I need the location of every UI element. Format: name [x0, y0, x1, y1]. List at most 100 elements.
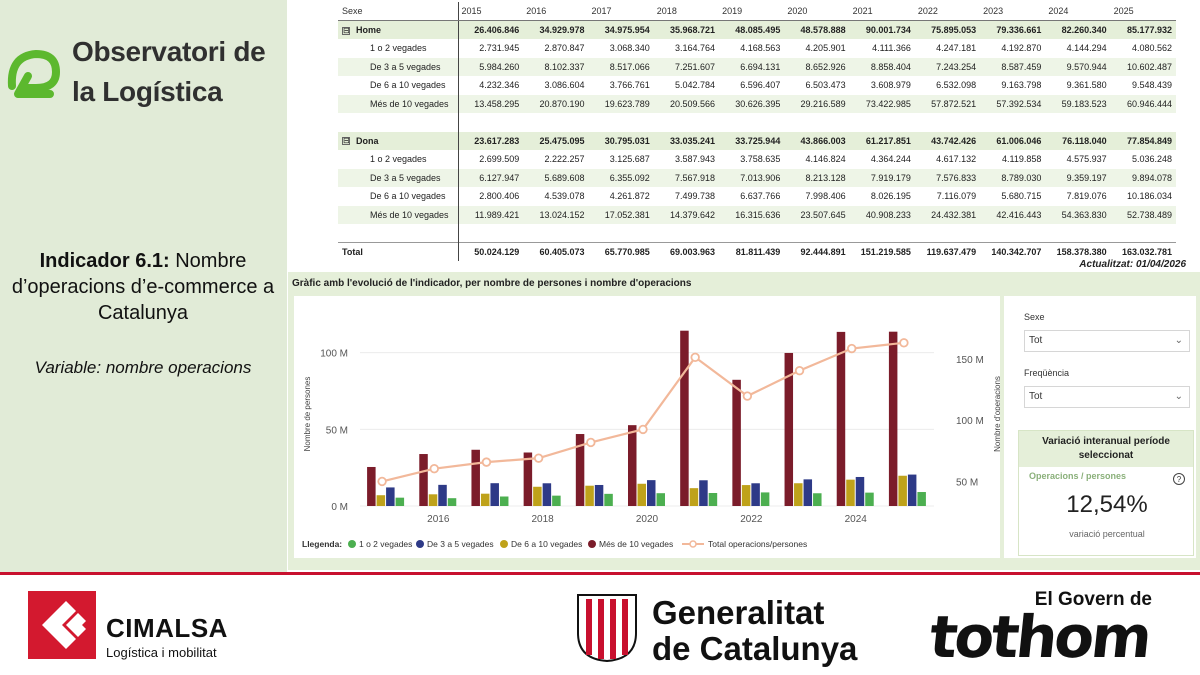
table-cell: 61.217.851 [849, 131, 915, 150]
table-cell: 34.929.978 [523, 20, 589, 39]
table-header-year[interactable]: 2023 [980, 2, 1046, 21]
table-cell: 4.575.937 [1066, 154, 1107, 165]
legend-label: De 6 a 10 vegades [511, 539, 582, 549]
table-cell: 57.392.534 [980, 94, 1046, 113]
table-cell: 151.219.585 [849, 242, 915, 261]
legend-swatch [500, 540, 508, 548]
table-header-year[interactable]: 2024 [1045, 2, 1111, 21]
sexe-select-value: Tot [1029, 335, 1043, 346]
table-cell: 119.637.479 [914, 242, 981, 261]
y-tick-label: 0 M [331, 502, 348, 513]
bar [741, 485, 751, 506]
sexe-select[interactable]: Tot ⌄ [1024, 330, 1190, 352]
table-cell [1045, 224, 1110, 243]
chevron-down-icon: ⌄ [1174, 335, 1183, 346]
table-cell: 8.102.337 [523, 57, 589, 76]
bar [784, 352, 794, 506]
table-header-year[interactable]: 2015 [458, 2, 524, 21]
bar [594, 484, 604, 506]
table-cell: 4.111.366 [872, 43, 911, 54]
table-header-year[interactable]: 2016 [523, 2, 589, 21]
govern-big-text: tothom [926, 603, 1153, 671]
x-tick-label: 2022 [740, 514, 763, 525]
title-line1: Observatori de [72, 36, 266, 67]
table-cell [719, 113, 784, 132]
bar [813, 493, 822, 506]
row-label[interactable]: ⊟ Dona [338, 131, 459, 150]
row-label-text: 1 o 2 vegades [370, 154, 427, 165]
y-tick-label: 50 M [326, 425, 348, 436]
table-cell [458, 224, 523, 243]
line-point [742, 391, 753, 401]
collapse-icon[interactable]: ⊟ [342, 136, 350, 146]
table-cell [654, 113, 719, 132]
y2-tick-label: 100 M [956, 416, 984, 427]
table-header-year[interactable]: 2021 [849, 2, 915, 21]
table-group-row: ⊟ Home 26.406.846 34.929.978 34.975.954 35.96… [338, 20, 1176, 39]
variable-label: Variable [34, 358, 97, 377]
data-table-container[interactable]: Sexe 2015 2016 2017 2018 2019 2020 2021 2022 202… [338, 2, 1178, 261]
table-cell: 14.379.642 [653, 205, 720, 224]
table-cell: 5.689.608 [523, 168, 589, 187]
legend-label: 1 o 2 vegades [359, 539, 412, 549]
table-header-year[interactable]: 2020 [784, 2, 850, 21]
table-header-sexe[interactable]: Sexe [338, 2, 459, 21]
table-cell: 8.213.128 [784, 168, 850, 187]
bar [386, 487, 395, 506]
row-label[interactable]: ⊟ Home [338, 20, 459, 39]
help-icon[interactable]: ? [1173, 473, 1185, 485]
table-header-year[interactable]: 2022 [914, 2, 981, 21]
line-point [899, 338, 909, 348]
table-cell: 163.032.781 [1110, 242, 1176, 261]
left-panel: Observatori de la Logística Indicador 6.… [0, 0, 287, 572]
table-group-row: ⊟ Dona 23.617.283 25.475.095 30.795.031 33.03… [338, 131, 1176, 150]
indicator-description: Indicador 6.1: Nombre d’operacions d’e-c… [6, 248, 280, 326]
table-header-year[interactable]: 2018 [653, 2, 720, 21]
cimalsa-logo: CIMALSA Logística i mobilitat [28, 591, 268, 661]
govern-de-tothom-logo: El Govern de tothom [926, 587, 1180, 671]
line-point [586, 437, 596, 448]
table-cell: 4.364.244 [870, 154, 911, 165]
table-cell: 7.243.254 [914, 57, 981, 76]
table-header-year[interactable]: 2017 [588, 2, 654, 21]
row-label [338, 224, 459, 243]
table-cell: 7.567.918 [653, 168, 720, 187]
table-cell [850, 113, 915, 132]
collapse-icon[interactable]: ⊟ [342, 25, 350, 35]
chart-box: 0 M 50 M 100 M 50 M 100 M 150 M Nombre de pers… [294, 296, 1002, 558]
table-cell: 8.789.030 [980, 168, 1046, 187]
frequencia-filter-label: Freqüència [1024, 368, 1070, 378]
table-cell: 2.870.847 [544, 43, 585, 54]
frequencia-select-value: Tot [1029, 391, 1043, 402]
combo-chart[interactable]: 0 M 50 M 100 M 50 M 100 M 150 M Nombre de pers… [294, 296, 1002, 558]
bar [708, 493, 718, 506]
table-spacer-row [338, 113, 1176, 132]
bar [647, 480, 656, 506]
table-cell: 19.623.789 [588, 94, 654, 113]
bar [689, 488, 699, 506]
row-label: 1 o 2 vegades [338, 150, 459, 169]
indicator-code: Indicador 6.1: [39, 250, 170, 272]
table-cell [458, 113, 523, 132]
table-cell [719, 224, 784, 243]
table-header-year[interactable]: 2025 [1110, 2, 1176, 21]
bar [699, 480, 708, 506]
table-cell: 4.144.294 [1066, 43, 1107, 54]
observatori-title: Observatori de la Logística [72, 32, 266, 112]
table-cell: 34.975.954 [588, 20, 654, 39]
table-cell: 5.042.784 [675, 80, 716, 91]
chart-section: Gràfic amb l'evolució de l'indicador, pe… [288, 272, 1200, 570]
frequencia-select[interactable]: Tot ⌄ [1024, 386, 1190, 408]
variable-description: Variable: nombre operacions [6, 358, 280, 378]
table-cell [915, 224, 980, 243]
table-cell: 4.247.181 [936, 43, 977, 54]
legend-swatch [416, 540, 424, 548]
row-label: Més de 10 vegades [338, 205, 459, 224]
table-cell: 59.183.523 [1045, 94, 1111, 113]
line-point [377, 476, 387, 487]
observatori-logo: Observatori de la Logística [6, 30, 286, 110]
filters-panel: Sexe Tot ⌄ Freqüència Tot ⌄ Variació int… [1004, 296, 1196, 558]
bar [419, 454, 428, 506]
table-cell: 35.968.721 [653, 20, 720, 39]
table-header-year[interactable]: 2019 [719, 2, 785, 21]
